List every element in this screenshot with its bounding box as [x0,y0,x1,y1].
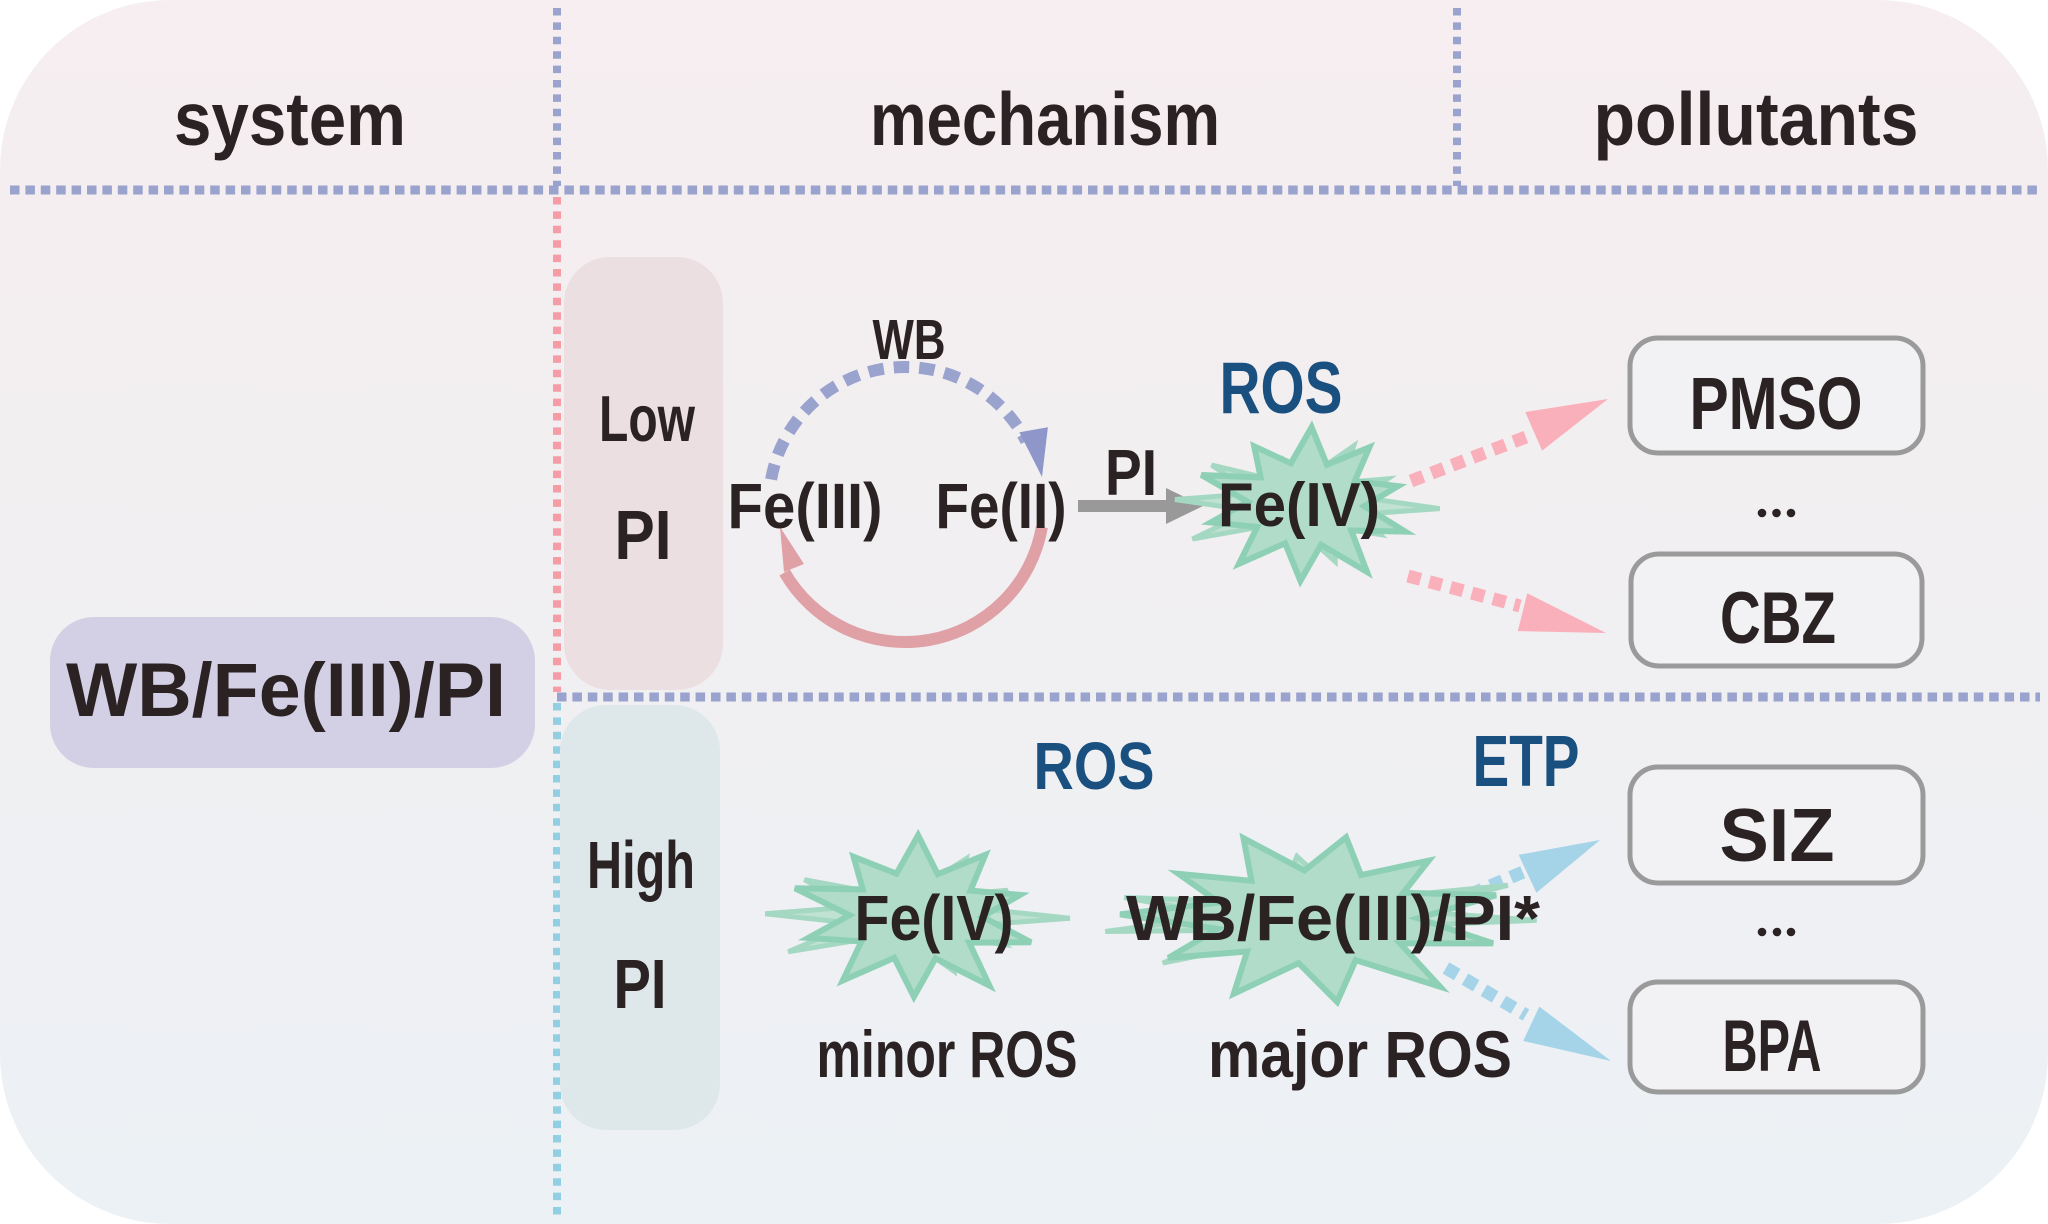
svg-text:ROS: ROS [1220,348,1343,429]
svg-text:CBZ: CBZ [1720,578,1836,659]
svg-text:Fe(IV): Fe(IV) [855,882,1014,954]
svg-text:High: High [587,828,695,903]
svg-text:Fe(IV): Fe(IV) [1218,471,1380,540]
svg-text:PI: PI [1105,436,1157,509]
svg-text:PI: PI [614,945,667,1023]
svg-text:SIZ: SIZ [1720,793,1835,877]
svg-text:PI: PI [615,496,672,574]
svg-text:WB/Fe(III)/PI: WB/Fe(III)/PI [66,648,506,733]
svg-text:system: system [174,77,406,161]
svg-text:ROS: ROS [1034,729,1155,804]
svg-text:mechanism: mechanism [870,77,1220,161]
svg-text:Fe(II): Fe(II) [936,470,1067,542]
svg-text:Low: Low [599,382,695,455]
svg-text:Fe(III): Fe(III) [728,470,883,542]
svg-text:pollutants: pollutants [1594,77,1919,161]
svg-text:ETP: ETP [1473,722,1580,802]
svg-text:WB/Fe(III)/PI*: WB/Fe(III)/PI* [1126,882,1540,954]
svg-text:PMSO: PMSO [1690,362,1863,445]
svg-text:major ROS: major ROS [1208,1017,1512,1091]
svg-text:minor ROS: minor ROS [817,1017,1078,1091]
svg-text:BPA: BPA [1723,1006,1822,1087]
svg-text:WB: WB [873,308,946,372]
